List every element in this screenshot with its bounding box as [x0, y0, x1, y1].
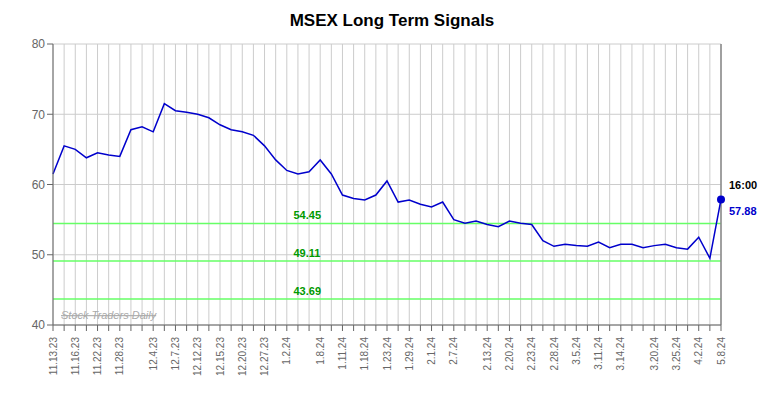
svg-text:54.45: 54.45: [293, 209, 321, 221]
svg-text:12.15.23: 12.15.23: [215, 337, 226, 376]
svg-text:70: 70: [32, 108, 46, 122]
svg-text:12.4.23: 12.4.23: [148, 337, 159, 371]
svg-text:1.29.24: 1.29.24: [404, 337, 415, 371]
svg-text:2.7.24: 2.7.24: [448, 337, 459, 365]
svg-text:12.20.23: 12.20.23: [237, 337, 248, 376]
svg-text:50: 50: [32, 248, 46, 262]
svg-text:16:00: 16:00: [729, 179, 757, 191]
svg-text:1.2.24: 1.2.24: [281, 337, 292, 365]
svg-text:11.28.23: 11.28.23: [114, 337, 125, 376]
svg-text:1.18.24: 1.18.24: [359, 337, 370, 371]
html-text:MSEX Long Term Signals: MSEX Long Term Signals: [289, 11, 495, 30]
svg-text:3.20.24: 3.20.24: [649, 337, 660, 371]
svg-text:2.28.24: 2.28.24: [549, 337, 560, 371]
svg-text:11.22.23: 11.22.23: [92, 337, 103, 376]
svg-text:11.16.23: 11.16.23: [70, 337, 81, 376]
svg-text:3.5.24: 3.5.24: [571, 337, 582, 365]
svg-text:43.69: 43.69: [293, 285, 321, 297]
svg-text:5.8.24: 5.8.24: [716, 337, 727, 365]
svg-text:4.2.24: 4.2.24: [693, 337, 704, 365]
svg-text:57.88: 57.88: [729, 205, 757, 217]
svg-text:3.14.24: 3.14.24: [615, 337, 626, 371]
svg-text:60: 60: [32, 178, 46, 192]
svg-text:2.13.24: 2.13.24: [482, 337, 493, 371]
svg-text:2.23.24: 2.23.24: [526, 337, 537, 371]
svg-text:11.13.23: 11.13.23: [48, 337, 59, 376]
svg-text:1.8.24: 1.8.24: [315, 337, 326, 365]
svg-text:12.12.23: 12.12.23: [192, 337, 203, 376]
svg-text:49.11: 49.11: [293, 247, 320, 259]
svg-text:3.25.24: 3.25.24: [671, 337, 682, 371]
svg-text:40: 40: [32, 318, 46, 332]
svg-text:12.27.23: 12.27.23: [259, 337, 270, 376]
svg-text:2.1.24: 2.1.24: [426, 337, 437, 365]
svg-text:2.20.24: 2.20.24: [504, 337, 515, 371]
svg-text:1.23.24: 1.23.24: [382, 337, 393, 371]
svg-text:80: 80: [32, 37, 46, 51]
svg-text:Stock Traders Daily: Stock Traders Daily: [61, 309, 158, 321]
svg-text:12.7.23: 12.7.23: [170, 337, 181, 371]
svg-text:1.11.24: 1.11.24: [337, 337, 348, 370]
svg-text:3.11.24: 3.11.24: [593, 337, 604, 370]
